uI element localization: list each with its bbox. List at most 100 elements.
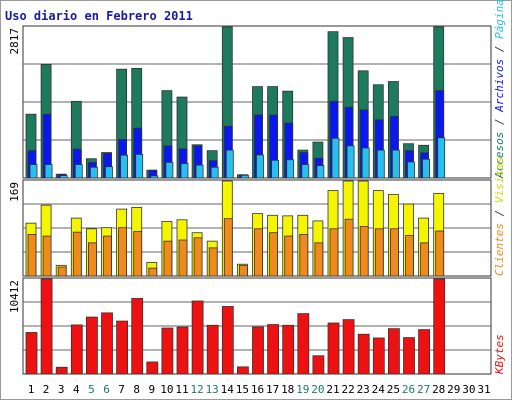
top-páginas-bar bbox=[256, 154, 264, 179]
top-páginas-bar bbox=[195, 164, 204, 179]
bottom-kbytes-bar bbox=[146, 361, 159, 375]
x-tick-label: 28 bbox=[432, 383, 445, 396]
x-tick-label: 19 bbox=[296, 383, 309, 396]
middle-clientes-bar bbox=[88, 242, 97, 277]
top-páginas-bar bbox=[105, 166, 113, 179]
bottom-kbytes-bar bbox=[206, 324, 219, 375]
top-páginas-bar bbox=[346, 145, 355, 179]
x-tick-label: 22 bbox=[341, 383, 354, 396]
x-tick-label: 3 bbox=[58, 383, 65, 396]
middle-clientes-bar bbox=[118, 227, 127, 277]
chart-title: Uso diario en Febrero 2011 bbox=[5, 9, 193, 23]
middle-clientes-bar bbox=[389, 228, 399, 277]
middle-clientes-bar bbox=[133, 231, 143, 277]
bottom-kbytes-bar bbox=[70, 324, 83, 375]
top-páginas-bar bbox=[331, 137, 340, 179]
x-tick-label: 8 bbox=[133, 383, 140, 396]
top-páginas-bar bbox=[240, 174, 249, 179]
bottom-kbytes-bar bbox=[161, 327, 174, 375]
top-páginas-bar bbox=[361, 147, 370, 179]
middle-ymax-label: 169 bbox=[8, 182, 21, 202]
top-páginas-bar bbox=[301, 164, 310, 179]
x-tick-label: 27 bbox=[417, 383, 430, 396]
bottom-kbytes-bar bbox=[357, 333, 370, 375]
bottom-kbytes-bar bbox=[342, 319, 355, 375]
x-tick-label: 26 bbox=[402, 383, 415, 396]
middle-clientes-bar bbox=[435, 230, 445, 277]
bottom-kbytes-bar bbox=[221, 306, 234, 375]
top-páginas-bar bbox=[407, 161, 415, 179]
x-tick-label: 11 bbox=[175, 383, 188, 396]
middle-clientes-bar bbox=[269, 232, 279, 277]
x-tick-label: 7 bbox=[118, 383, 125, 396]
x-tick-label: 13 bbox=[206, 383, 219, 396]
middle-clientes-bar bbox=[420, 242, 430, 277]
x-tick-label: 29 bbox=[447, 383, 460, 396]
middle-clientes-bar bbox=[103, 235, 112, 277]
top-páginas-bar bbox=[74, 164, 83, 179]
top-páginas-bar bbox=[210, 166, 219, 179]
bottom-kbytes-bar bbox=[116, 320, 128, 375]
top-legend-part-1: / bbox=[493, 112, 506, 132]
middle-clientes-bar bbox=[223, 218, 233, 277]
x-tick-label: 2 bbox=[43, 383, 50, 396]
top-páginas-bar bbox=[29, 164, 38, 179]
x-tick-label: 10 bbox=[160, 383, 173, 396]
bottom-kbytes-bar bbox=[403, 337, 415, 375]
bottom-kbytes-bar bbox=[418, 329, 431, 375]
bottom-kbytes-bar bbox=[131, 298, 144, 375]
x-tick-label: 17 bbox=[266, 383, 279, 396]
top-páginas-bar bbox=[165, 162, 174, 179]
bottom-kbytes-bar bbox=[433, 278, 446, 375]
x-tick-label: 25 bbox=[387, 383, 400, 396]
middle-clientes-bar bbox=[208, 247, 218, 277]
bottom-kbytes-bar bbox=[387, 328, 400, 375]
bottom-kbytes-bar bbox=[176, 326, 189, 375]
middle-legend-part-1: / bbox=[493, 203, 506, 223]
middle-clientes-bar bbox=[148, 267, 158, 277]
middle-clientes-bar bbox=[299, 234, 309, 277]
top-páginas-bar bbox=[391, 149, 400, 179]
x-tick-label: 15 bbox=[236, 383, 249, 396]
x-tick-label: 4 bbox=[73, 383, 80, 396]
x-tick-label: 5 bbox=[88, 383, 95, 396]
top-páginas-bar bbox=[422, 158, 431, 179]
middle-clientes-bar bbox=[178, 239, 188, 277]
middle-clientes-bar bbox=[238, 264, 248, 277]
middle-clientes-bar bbox=[42, 235, 52, 277]
top-páginas-bar bbox=[180, 163, 189, 179]
middle-clientes-bar bbox=[374, 228, 384, 277]
bottom-legend: KBytes bbox=[493, 334, 506, 375]
middle-legend-part-0: Clientes bbox=[493, 223, 506, 276]
top-páginas-bar bbox=[120, 154, 128, 179]
bottom-kbytes-bar bbox=[55, 366, 68, 375]
x-tick-label: 12 bbox=[190, 383, 203, 396]
bottom-kbytes-bar bbox=[282, 324, 295, 375]
x-tick-label: 1 bbox=[28, 383, 35, 396]
bottom-legend-part-0: KBytes bbox=[493, 334, 506, 375]
middle-clientes-bar bbox=[314, 242, 324, 277]
top-páginas-bar bbox=[59, 175, 68, 179]
middle-clientes-bar bbox=[329, 228, 339, 277]
bottom-kbytes-bar bbox=[40, 278, 53, 375]
bottom-kbytes-bar bbox=[236, 366, 249, 375]
middle-clientes-bar bbox=[284, 235, 294, 277]
middle-clientes-bar bbox=[57, 266, 67, 277]
x-tick-label: 14 bbox=[221, 383, 235, 396]
bottom-kbytes-bar bbox=[86, 316, 98, 375]
x-tick-label: 23 bbox=[357, 383, 370, 396]
bottom-kbytes-bar bbox=[101, 312, 113, 375]
bottom-ymax-label: 10412 bbox=[8, 280, 21, 313]
bottom-kbytes-bar bbox=[327, 322, 340, 375]
middle-clientes-bar bbox=[359, 226, 369, 277]
bottom-kbytes-bar bbox=[191, 300, 204, 375]
top-páginas-bar bbox=[135, 154, 144, 179]
bottom-kbytes-bar bbox=[312, 355, 325, 375]
bottom-kbytes-bar bbox=[267, 324, 280, 375]
x-tick-label: 6 bbox=[103, 383, 110, 396]
top-páginas-bar bbox=[437, 137, 446, 179]
middle-legend: Clientes / Visitas bbox=[493, 157, 506, 276]
middle-clientes-bar bbox=[27, 234, 37, 277]
top-páginas-bar bbox=[376, 149, 385, 179]
